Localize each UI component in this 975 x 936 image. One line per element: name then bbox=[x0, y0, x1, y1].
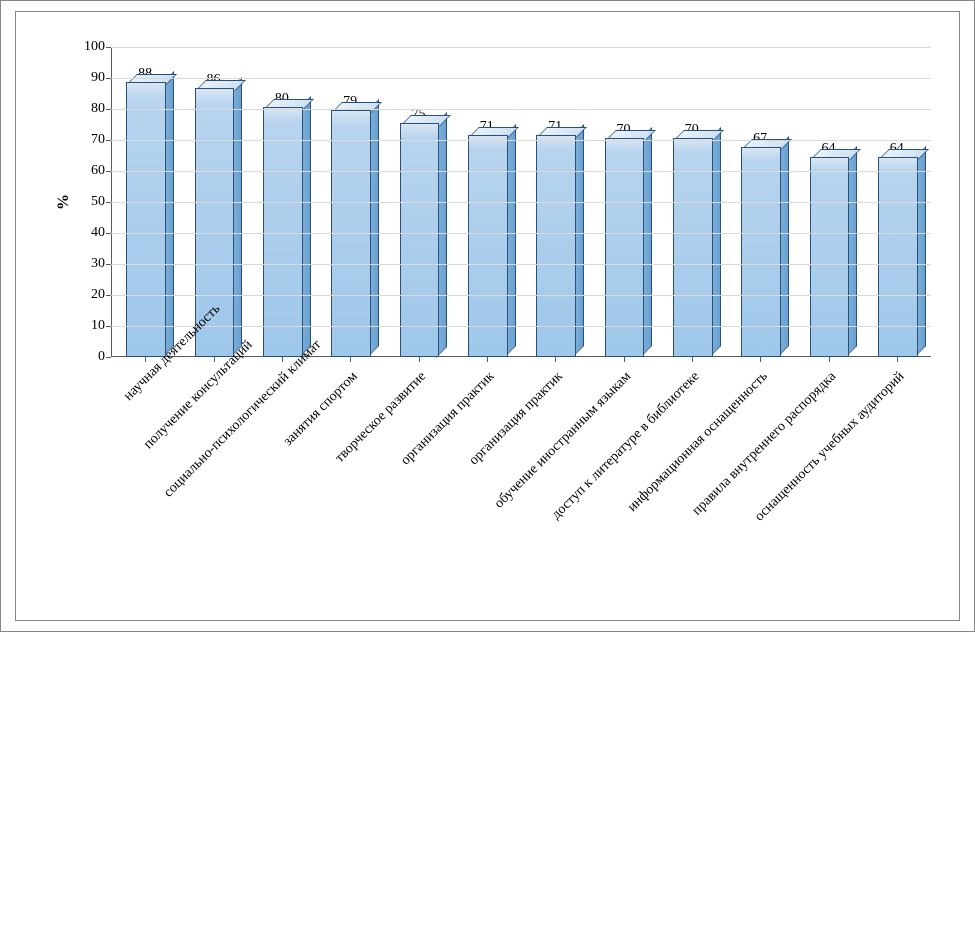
bar-front-face bbox=[536, 135, 576, 357]
y-tick-mark bbox=[106, 357, 111, 358]
y-tick-label: 90 bbox=[91, 70, 105, 86]
x-category-label: организация практик bbox=[241, 369, 566, 694]
x-category-label: правила внутреннего распорядка bbox=[321, 369, 840, 888]
gridline bbox=[111, 78, 931, 79]
x-category-label: научная деятельность bbox=[121, 369, 156, 404]
bar bbox=[673, 140, 711, 357]
gridline bbox=[111, 233, 931, 234]
gridline bbox=[111, 326, 931, 327]
y-axis-label: % bbox=[55, 194, 73, 210]
bar bbox=[468, 137, 506, 357]
y-tick-label: 20 bbox=[91, 287, 105, 303]
gridline bbox=[111, 47, 931, 48]
y-tick-mark bbox=[106, 202, 111, 203]
y-tick-mark bbox=[106, 295, 111, 296]
x-category-label: информационная оснащенность bbox=[301, 369, 771, 839]
y-tick-label: 40 bbox=[91, 225, 105, 241]
bar-front-face bbox=[468, 135, 508, 357]
x-category-label: социально-психологический климат bbox=[161, 369, 293, 501]
y-tick-label: 100 bbox=[84, 39, 105, 55]
bar bbox=[536, 137, 574, 357]
y-tick-label: 0 bbox=[98, 349, 105, 365]
y-tick-mark bbox=[106, 264, 111, 265]
gridline bbox=[111, 140, 931, 141]
bar-front-face bbox=[263, 107, 303, 357]
x-labels-container: научная деятельностьполучение консультац… bbox=[111, 361, 931, 611]
bar bbox=[605, 140, 643, 357]
gridline bbox=[111, 264, 931, 265]
y-tick-label: 60 bbox=[91, 163, 105, 179]
y-tick-mark bbox=[106, 140, 111, 141]
bar bbox=[331, 112, 369, 357]
chart-outer-frame: % 888680797571717070676464 0102030405060… bbox=[0, 0, 975, 632]
bar-front-face bbox=[400, 123, 440, 358]
gridline bbox=[111, 171, 931, 172]
y-tick-mark bbox=[106, 326, 111, 327]
y-tick-label: 30 bbox=[91, 256, 105, 272]
y-tick-mark bbox=[106, 233, 111, 234]
bar bbox=[400, 125, 438, 358]
y-tick-mark bbox=[106, 171, 111, 172]
y-tick-mark bbox=[106, 78, 111, 79]
y-tick-label: 50 bbox=[91, 194, 105, 210]
chart-inner-frame: % 888680797571717070676464 0102030405060… bbox=[15, 11, 960, 621]
y-tick-mark bbox=[106, 47, 111, 48]
bar bbox=[126, 84, 164, 357]
bar-front-face bbox=[126, 82, 166, 357]
gridline bbox=[111, 202, 931, 203]
y-tick-label: 80 bbox=[91, 101, 105, 117]
gridline bbox=[111, 295, 931, 296]
gridline bbox=[111, 109, 931, 110]
y-tick-label: 10 bbox=[91, 318, 105, 334]
y-tick-label: 70 bbox=[91, 132, 105, 148]
bar bbox=[810, 159, 848, 357]
y-tick-mark bbox=[106, 109, 111, 110]
plot-area: 888680797571717070676464 010203040506070… bbox=[111, 47, 931, 357]
bar bbox=[878, 159, 916, 357]
